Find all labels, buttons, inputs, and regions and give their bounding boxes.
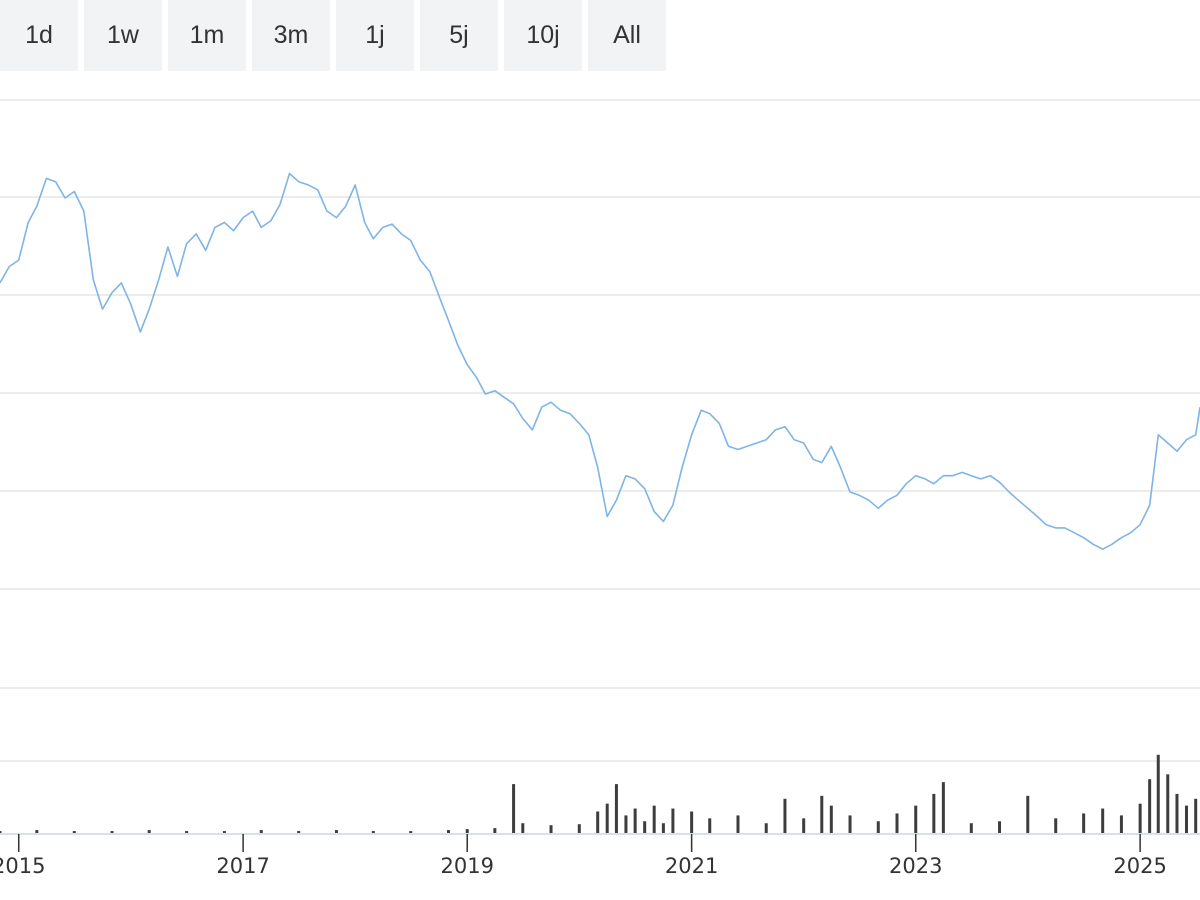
range-button-3m[interactable]: 3m <box>252 0 330 71</box>
volume-bar <box>802 818 806 833</box>
volume-bar <box>998 821 1002 833</box>
volume-bar <box>876 821 880 833</box>
volume-bar <box>932 793 936 833</box>
volume-bar <box>512 784 516 833</box>
range-button-1j[interactable]: 1j <box>336 0 414 71</box>
volume-bar <box>185 831 189 833</box>
volume-bar <box>941 782 945 833</box>
volume-bar <box>643 821 647 833</box>
volume-bar <box>577 824 581 833</box>
volume-bars <box>0 754 1198 833</box>
volume-bar <box>147 830 151 833</box>
volume-bar <box>72 831 76 833</box>
volume-bar <box>222 831 226 833</box>
volume-bar <box>671 808 675 833</box>
price-series-line[interactable] <box>0 172 1200 550</box>
volume-bar <box>1119 815 1123 833</box>
volume-bar <box>614 784 618 833</box>
range-button-1d[interactable]: 1d <box>0 0 78 71</box>
volume-bar <box>447 830 451 833</box>
volume-bar <box>661 823 665 833</box>
volume-bar <box>596 811 600 833</box>
volume-bar <box>605 803 609 833</box>
range-button-1w[interactable]: 1w <box>84 0 162 71</box>
volume-bar <box>652 805 656 833</box>
volume-bar <box>690 811 694 833</box>
range-button-10j[interactable]: 10j <box>504 0 582 71</box>
volume-bar <box>297 831 301 833</box>
volume-bar <box>465 829 469 833</box>
volume-bar <box>1138 803 1142 833</box>
volume-bar <box>783 798 787 833</box>
volume-bar <box>35 830 39 833</box>
volume-bar <box>1194 798 1198 833</box>
volume-bar <box>914 805 918 833</box>
volume-bar <box>848 815 852 833</box>
range-button-all[interactable]: All <box>588 0 666 71</box>
volume-bar <box>371 831 375 833</box>
x-tick-label: 2019 <box>441 854 494 878</box>
volume-bar <box>1166 774 1170 833</box>
volume-bar <box>969 823 973 833</box>
volume-bar <box>829 805 833 833</box>
volume-bar <box>493 828 497 833</box>
volume-bar <box>549 825 553 833</box>
volume-bar <box>409 831 413 833</box>
volume-bar <box>1175 793 1179 833</box>
x-tick-label: 2015 <box>0 854 45 878</box>
volume-bar <box>1148 779 1152 833</box>
range-selector: 1d 1w 1m 3m 1j 5j 10j All <box>0 0 672 72</box>
volume-bar <box>708 818 712 833</box>
volume-bar <box>334 830 338 833</box>
x-tick-label: 2017 <box>216 854 269 878</box>
x-tick-label: 2021 <box>665 854 718 878</box>
volume-bar <box>1026 795 1030 833</box>
volume-bar <box>521 823 525 833</box>
volume-bar <box>1184 805 1188 833</box>
volume-bar <box>820 795 824 833</box>
volume-bar <box>110 831 114 833</box>
range-button-5j[interactable]: 5j <box>420 0 498 71</box>
volume-bar <box>764 823 768 833</box>
volume-bar <box>1101 808 1105 833</box>
volume-bar <box>1082 813 1086 833</box>
volume-bar <box>624 815 628 833</box>
grid-lines <box>0 99 1200 762</box>
volume-bar <box>1156 754 1160 833</box>
x-tick-label: 2025 <box>1113 854 1166 878</box>
volume-bar <box>0 831 2 833</box>
volume-bar <box>736 815 740 833</box>
volume-bar <box>1054 818 1058 833</box>
x-tick-label: 2023 <box>889 854 942 878</box>
volume-bar <box>259 830 263 833</box>
x-axis-ticks: 2015 2017 2019 2021 2023 2025 <box>0 834 1167 878</box>
volume-bar <box>633 808 637 833</box>
range-button-1m[interactable]: 1m <box>168 0 246 71</box>
volume-bar <box>895 813 899 833</box>
